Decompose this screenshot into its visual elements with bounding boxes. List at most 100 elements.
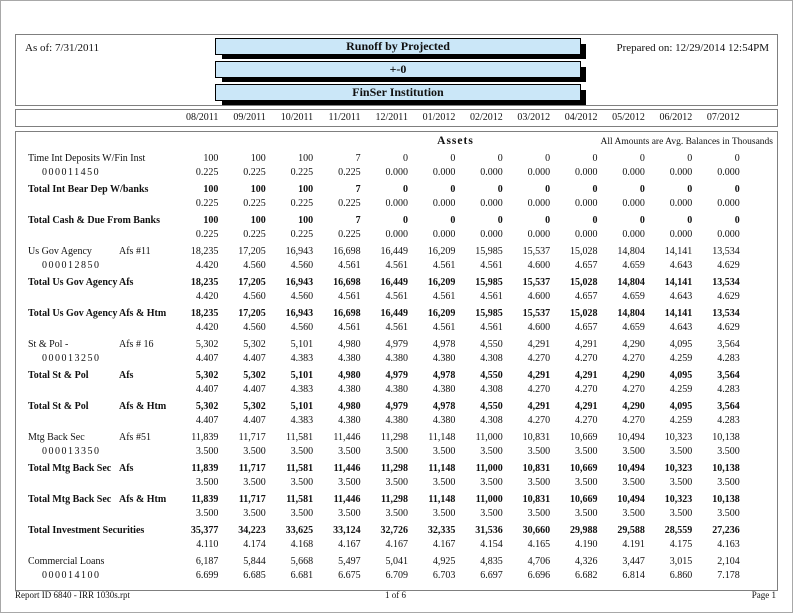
rate-value-cell: 4.380: [338, 415, 361, 426]
balance-value-cell: 16,449: [380, 277, 408, 288]
prepared-on-label: Prepared on:: [616, 42, 673, 54]
balance-value-cell: 0: [402, 184, 408, 195]
rate-value-cell: 4.560: [290, 322, 314, 333]
rate-value-cell: 3.500: [622, 508, 645, 519]
balance-value-cell: 5,101: [290, 339, 314, 350]
rate-value-cell: 4.643: [669, 291, 693, 302]
balance-value-cell: 11,839: [191, 494, 219, 505]
balance-value-cell: 5,302: [195, 401, 219, 412]
rate-value-cell: 4.560: [243, 291, 266, 302]
row-sublabel: Afs: [119, 370, 134, 381]
balance-value-cell: 11,717: [238, 463, 266, 474]
report-subtitle-scenario: +-0: [215, 61, 581, 78]
balance-value-cell: 18,235: [190, 246, 219, 257]
date-columns-spacer: [16, 110, 171, 126]
rate-value-cell: 3.500: [432, 508, 456, 519]
balance-value-cell: 11,148: [428, 432, 456, 443]
row-label: Total St & Pol: [28, 370, 89, 381]
rate-value-cell: 4.407: [243, 415, 266, 426]
balance-value-cell: 16,209: [427, 277, 456, 288]
rate-value-cell: 0.000: [480, 167, 503, 178]
rate-value-cell: 4.270: [575, 353, 598, 364]
rate-value-cell: 4.407: [243, 353, 266, 364]
rate-value-cell: 4.154: [480, 539, 503, 550]
balance-value-cell: 7: [355, 184, 361, 195]
balance-value-cell: 15,537: [522, 308, 551, 319]
rate-value-cell: 4.561: [385, 291, 408, 302]
balance-value-cell: 15,028: [570, 246, 598, 257]
rate-value-cell: 4.600: [527, 291, 551, 302]
balance-value-cell: 35,377: [190, 525, 219, 536]
balance-value-cell: 4,980: [338, 370, 361, 381]
row-account-number: 000012850: [42, 260, 101, 271]
row-account-number: 000011450: [42, 167, 101, 178]
balance-value-cell: 13,534: [712, 246, 740, 257]
rate-value-cell: 3.500: [338, 508, 361, 519]
row-sublabel: Afs # 16: [119, 339, 154, 350]
rate-value-cell: 4.270: [622, 353, 645, 364]
rate-value-cell: 3.500: [669, 446, 693, 457]
balance-value-cell: 16,209: [427, 308, 456, 319]
balance-value-cell: 3,447: [622, 556, 645, 567]
table-row: Total Mtg Back Sec Afs 11,839 11,717 11,58…: [16, 462, 777, 490]
rate-value-cell: 4.308: [480, 415, 503, 426]
balance-value-cell: 4,095: [669, 370, 693, 381]
row-sublabel: Afs #11: [119, 246, 151, 257]
rate-value-cell: 0.000: [622, 167, 645, 178]
rate-value-cell: 3.500: [717, 446, 740, 457]
rate-value-cell: 0.000: [527, 229, 551, 240]
balance-value-cell: 0: [687, 215, 693, 226]
row-label: St & Pol -: [28, 339, 69, 350]
balance-value-cell: 10,831: [522, 432, 551, 443]
rate-value-cell: 4.420: [195, 260, 219, 271]
rate-value-cell: 3.500: [575, 508, 598, 519]
rate-value-cell: 0.000: [717, 198, 740, 209]
balance-value-cell: 10,494: [617, 463, 645, 474]
balance-value-cell: 16,698: [333, 246, 361, 257]
rate-value-cell: 3.500: [527, 508, 551, 519]
balance-value-cell: 15,537: [522, 246, 551, 257]
balance-value-cell: 31,536: [475, 525, 503, 536]
rate-value-cell: 4.270: [527, 384, 551, 395]
prepared-on: Prepared on: 12/29/2014 12:54PM: [617, 42, 769, 54]
rate-value-cell: 0.225: [195, 229, 219, 240]
balance-value-cell: 100: [298, 153, 314, 164]
balance-value-cell: 4,291: [575, 339, 598, 350]
rate-value-cell: 4.560: [243, 260, 266, 271]
rate-value-cell: 3.500: [243, 477, 266, 488]
row-label: Total Mtg Back Sec: [28, 463, 112, 474]
rate-value-cell: 3.500: [432, 477, 456, 488]
prepared-on-value: 12/29/2014 12:54PM: [675, 42, 769, 54]
rate-value-cell: 0.000: [432, 198, 456, 209]
rate-value-cell: 4.380: [338, 384, 361, 395]
rate-value-cell: 4.190: [575, 539, 598, 550]
balance-value-cell: 11,446: [333, 494, 361, 505]
balance-value-cell: 10,669: [570, 494, 598, 505]
rate-value-cell: 3.500: [527, 477, 551, 488]
rate-value-cell: 4.168: [290, 539, 314, 550]
balance-value-cell: 0: [497, 215, 503, 226]
balance-value-cell: 15,985: [475, 277, 503, 288]
balance-value-cell: 3,564: [717, 370, 740, 381]
rate-value-cell: 4.407: [195, 384, 219, 395]
balance-value-cell: 15,028: [570, 308, 598, 319]
rate-value-cell: 4.561: [480, 322, 503, 333]
balance-value-cell: 0: [545, 215, 551, 226]
balance-value-cell: 15,985: [475, 246, 503, 257]
balance-value-cell: 14,141: [664, 277, 693, 288]
balance-value-cell: 5,101: [290, 370, 314, 381]
balance-value-cell: 2,104: [717, 556, 740, 567]
rate-value-cell: 0.225: [243, 198, 266, 209]
balance-value-cell: 15,028: [570, 277, 598, 288]
balance-value-cell: 3,564: [717, 339, 740, 350]
rate-value-cell: 4.380: [338, 353, 361, 364]
table-row: Total Cash & Due From Banks 100 100 100 7 0 0…: [16, 214, 777, 242]
balance-value-cell: 0: [687, 184, 693, 195]
rate-value-cell: 0.000: [385, 167, 408, 178]
rate-value-cell: 0.000: [717, 167, 740, 178]
rate-value-cell: 4.659: [622, 322, 645, 333]
row-account-number: 000013250: [42, 353, 101, 364]
rate-value-cell: 0.225: [290, 198, 314, 209]
row-sublabel: Afs & Htm: [119, 401, 167, 412]
balance-value-cell: 0: [402, 215, 408, 226]
